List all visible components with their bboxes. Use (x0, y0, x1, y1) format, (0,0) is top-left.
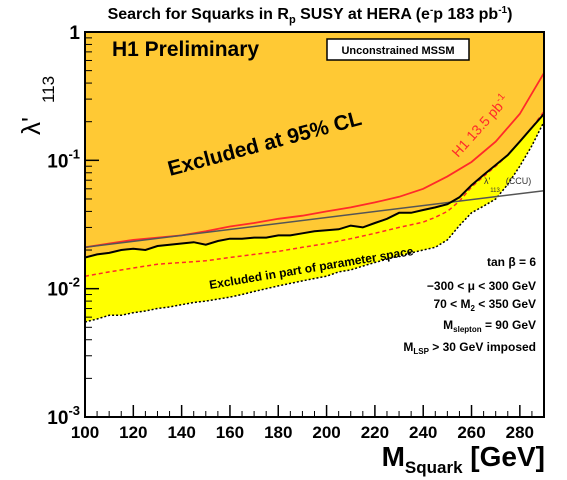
parameter-list: tan β = 6 −300 < μ < 300 GeV 70 < M2 < 3… (403, 255, 536, 356)
partial-exclusion-band (85, 113, 544, 323)
x-tick-label: 180 (264, 423, 292, 442)
x-tick-label: 200 (312, 423, 340, 442)
param-tanbeta: tan β = 6 (487, 255, 536, 269)
limit-boundary-curve (85, 113, 544, 259)
param-mlsp: MLSP > 30 GeV imposed (403, 340, 536, 356)
x-tick-label: 100 (71, 423, 99, 442)
param-mu: −300 < μ < 300 GeV (427, 279, 536, 293)
y-tick-label: 1 (69, 23, 80, 44)
param-m2: 70 < M2 < 350 GeV (433, 297, 536, 313)
h1-preliminary-label: H1 Preliminary (112, 38, 259, 61)
y-axis-label: λ'113 (16, 76, 58, 135)
ccu-line (85, 189, 544, 249)
x-tick-label: 240 (409, 423, 437, 442)
x-tick-label: 160 (216, 423, 244, 442)
model-box-label: Unconstrained MSSM (341, 45, 454, 57)
x-tick-label: 140 (167, 423, 195, 442)
excluded-region (85, 32, 544, 258)
param-mslepton: Mslepton = 90 GeV (443, 318, 536, 334)
model-box (326, 38, 470, 61)
chart-title: Search for Squarks in Rp SUSY at HERA (e… (108, 5, 513, 26)
ccu-curve-label: λ'113(CCU) (484, 176, 531, 194)
x-tick-label: 220 (361, 423, 389, 442)
x-tick-label: 260 (457, 423, 485, 442)
y-tick-label: 10-1 (47, 146, 80, 172)
x-axis-label: MSquark [GeV] (382, 441, 545, 477)
y-tick-label: 10-2 (47, 275, 80, 301)
y-tick-label: 10-3 (47, 403, 80, 429)
x-tick-label: 280 (506, 423, 534, 442)
x-tick-label: 120 (119, 423, 147, 442)
